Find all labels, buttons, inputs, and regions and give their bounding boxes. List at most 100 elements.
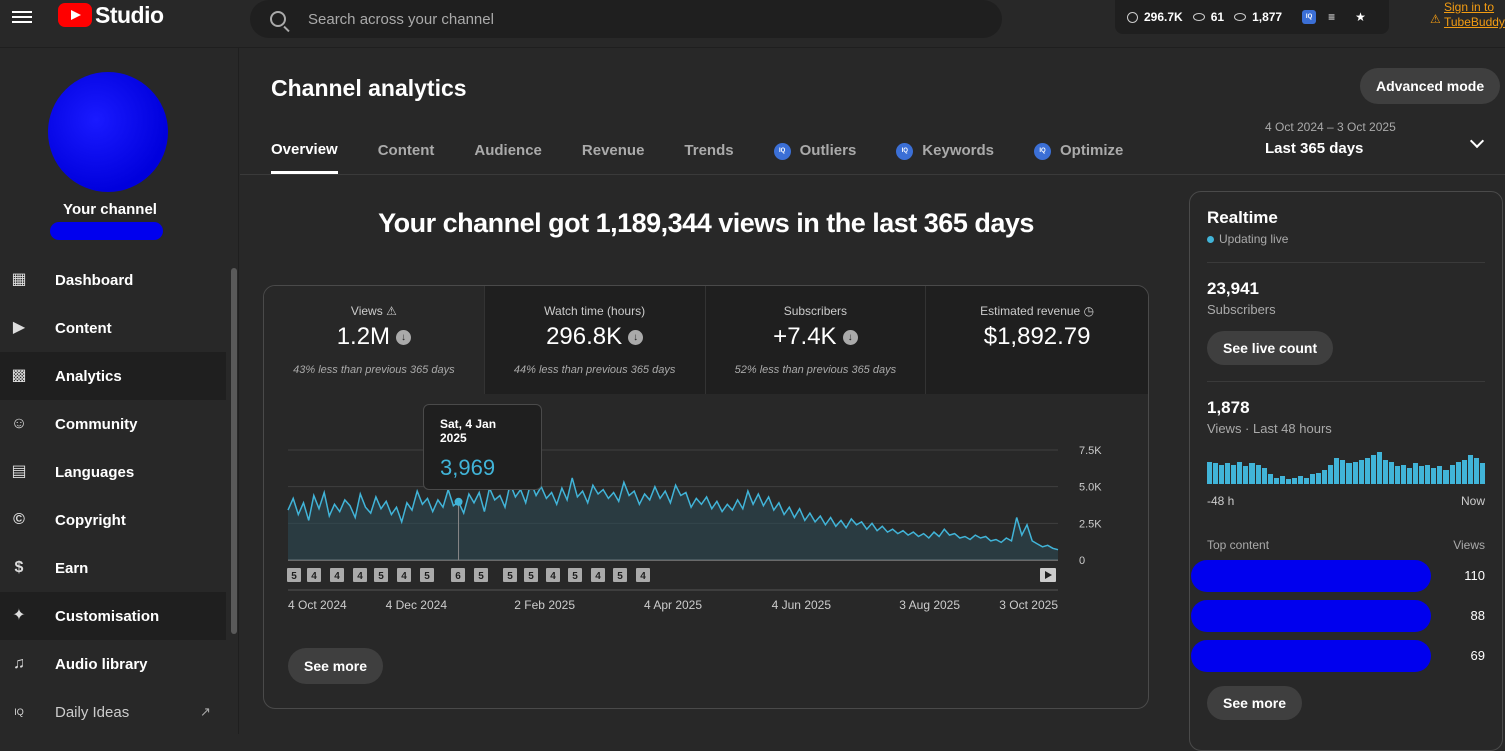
- advanced-mode-button[interactable]: Advanced mode: [1360, 68, 1501, 104]
- realtime-bar[interactable]: [1310, 474, 1316, 484]
- signin-text[interactable]: Sign in to TubeBuddy: [1444, 0, 1505, 29]
- iq-icon[interactable]: IQ: [1302, 10, 1317, 24]
- tab-content[interactable]: Content: [378, 128, 435, 174]
- views-chart[interactable]: 7.5K 5.0K 2.5K 0 5 4 4 4 5 4 5 6 5 5 5 4 5 4 5 4 4 Oct 2024 4…: [264, 394, 1149, 708]
- realtime-bar[interactable]: [1425, 464, 1431, 484]
- realtime-bar[interactable]: [1213, 463, 1219, 484]
- realtime-bar[interactable]: [1346, 463, 1352, 484]
- realtime-bar[interactable]: [1334, 458, 1340, 484]
- event-marker[interactable]: [397, 568, 411, 582]
- list-item[interactable]: 69: [1191, 632, 1485, 672]
- sidebar-item-dashboard[interactable]: ▦ Dashboard: [0, 256, 226, 304]
- realtime-bar[interactable]: [1443, 469, 1449, 484]
- sidebar-scrollbar[interactable]: [231, 268, 237, 634]
- sidebar-item-languages[interactable]: ▤ Languages: [0, 448, 226, 496]
- realtime-bar[interactable]: [1291, 477, 1297, 484]
- sidebar-item-customisation[interactable]: ✦ Customisation: [0, 592, 226, 640]
- realtime-bar[interactable]: [1431, 468, 1437, 484]
- realtime-bar[interactable]: [1225, 463, 1231, 484]
- date-picker[interactable]: 4 Oct 2024 – 3 Oct 2025 Last 365 days: [1265, 120, 1396, 157]
- realtime-bar[interactable]: [1207, 461, 1213, 484]
- realtime-bar[interactable]: [1407, 468, 1413, 484]
- realtime-bar[interactable]: [1473, 458, 1479, 484]
- sidebar-item-audio-library[interactable]: ♫ Audio library: [0, 640, 226, 688]
- event-marker[interactable]: [503, 568, 517, 582]
- realtime-bar[interactable]: [1370, 455, 1376, 484]
- realtime-bar[interactable]: [1219, 464, 1225, 484]
- realtime-bar[interactable]: [1243, 466, 1249, 484]
- event-marker[interactable]: [420, 568, 434, 582]
- realtime-bar[interactable]: [1437, 466, 1443, 484]
- views-chart-svg[interactable]: 7.5K 5.0K 2.5K 0 5 4 4 4 5 4 5 6 5 5 5 4 5 4 5 4 4 Oct 2024 4…: [264, 394, 1149, 624]
- event-marker[interactable]: [451, 568, 465, 582]
- list-icon[interactable]: ≡: [1328, 10, 1336, 24]
- realtime-bar[interactable]: [1322, 469, 1328, 484]
- realtime-bar[interactable]: [1364, 458, 1370, 484]
- realtime-bar[interactable]: [1273, 477, 1279, 484]
- realtime-bar-chart[interactable]: [1207, 452, 1485, 484]
- tab-audience[interactable]: Audience: [474, 128, 542, 174]
- realtime-bar[interactable]: [1382, 460, 1388, 484]
- realtime-bar[interactable]: [1249, 463, 1255, 484]
- realtime-bar[interactable]: [1267, 474, 1273, 484]
- trophy-icon[interactable]: ★: [1355, 10, 1366, 24]
- sidebar-item-earn[interactable]: $ Earn: [0, 544, 226, 592]
- avatar[interactable]: [48, 72, 168, 192]
- sidebar-item-daily-ideas[interactable]: IQ Daily Ideas ↗: [0, 688, 226, 736]
- realtime-bar[interactable]: [1461, 460, 1467, 484]
- event-marker[interactable]: [546, 568, 560, 582]
- realtime-bar[interactable]: [1304, 477, 1310, 484]
- sidebar-item-analytics[interactable]: ▩ Analytics: [0, 352, 226, 400]
- realtime-bar[interactable]: [1358, 460, 1364, 484]
- realtime-bar[interactable]: [1376, 452, 1382, 484]
- tab-trends[interactable]: Trends: [684, 128, 733, 174]
- realtime-bar[interactable]: [1467, 455, 1473, 484]
- sidebar-item-community[interactable]: ☺ Community: [0, 400, 226, 448]
- realtime-bar[interactable]: [1419, 466, 1425, 484]
- search-bar[interactable]: Search across your channel: [250, 0, 1002, 38]
- realtime-bar[interactable]: [1279, 476, 1285, 484]
- sidebar-item-copyright[interactable]: © Copyright: [0, 496, 226, 544]
- tab-revenue[interactable]: Revenue: [582, 128, 645, 174]
- metric-watch-time[interactable]: Watch time (hours) 296.8K ↓ 44% less than…: [484, 286, 706, 394]
- see-live-count-button[interactable]: See live count: [1207, 331, 1334, 365]
- studio-logo[interactable]: Studio: [58, 2, 164, 28]
- realtime-bar[interactable]: [1479, 463, 1485, 484]
- event-marker[interactable]: [353, 568, 367, 582]
- tab-outliers[interactable]: IQ Outliers: [773, 128, 856, 174]
- event-marker[interactable]: [287, 568, 301, 582]
- realtime-bar[interactable]: [1340, 460, 1346, 484]
- tab-optimize[interactable]: IQ Optimize: [1034, 128, 1123, 174]
- realtime-bar[interactable]: [1297, 476, 1303, 484]
- chevron-down-icon[interactable]: [1469, 133, 1485, 149]
- event-marker[interactable]: [524, 568, 538, 582]
- tab-keywords[interactable]: IQ Keywords: [896, 128, 994, 174]
- event-marker[interactable]: [568, 568, 582, 582]
- realtime-bar[interactable]: [1394, 466, 1400, 484]
- realtime-see-more-button[interactable]: See more: [1207, 686, 1303, 720]
- realtime-bar[interactable]: [1449, 464, 1455, 484]
- event-marker[interactable]: [613, 568, 627, 582]
- realtime-bar[interactable]: [1352, 461, 1358, 484]
- event-marker[interactable]: [591, 568, 605, 582]
- realtime-bar[interactable]: [1455, 461, 1461, 484]
- realtime-bar[interactable]: [1255, 464, 1261, 484]
- tab-overview[interactable]: Overview: [271, 128, 338, 174]
- realtime-bar[interactable]: [1316, 472, 1322, 484]
- tubebuddy-signin-link[interactable]: ⚠ Sign in to TubeBuddy: [1430, 0, 1505, 30]
- realtime-bar[interactable]: [1231, 464, 1237, 484]
- event-marker[interactable]: [636, 568, 650, 582]
- event-marker[interactable]: [307, 568, 321, 582]
- search-input[interactable]: Search across your channel: [308, 10, 494, 28]
- event-marker[interactable]: [374, 568, 388, 582]
- menu-icon[interactable]: [12, 8, 32, 26]
- realtime-bar[interactable]: [1285, 479, 1291, 484]
- realtime-bar[interactable]: [1388, 461, 1394, 484]
- sidebar-item-content[interactable]: ▶ Content: [0, 304, 226, 352]
- list-item[interactable]: 110: [1191, 552, 1485, 592]
- metric-revenue[interactable]: Estimated revenue ◷ $1,892.79: [926, 286, 1148, 394]
- realtime-bar[interactable]: [1413, 463, 1419, 484]
- realtime-bar[interactable]: [1328, 464, 1334, 484]
- realtime-bar[interactable]: [1261, 468, 1267, 484]
- list-item[interactable]: 88: [1191, 592, 1485, 632]
